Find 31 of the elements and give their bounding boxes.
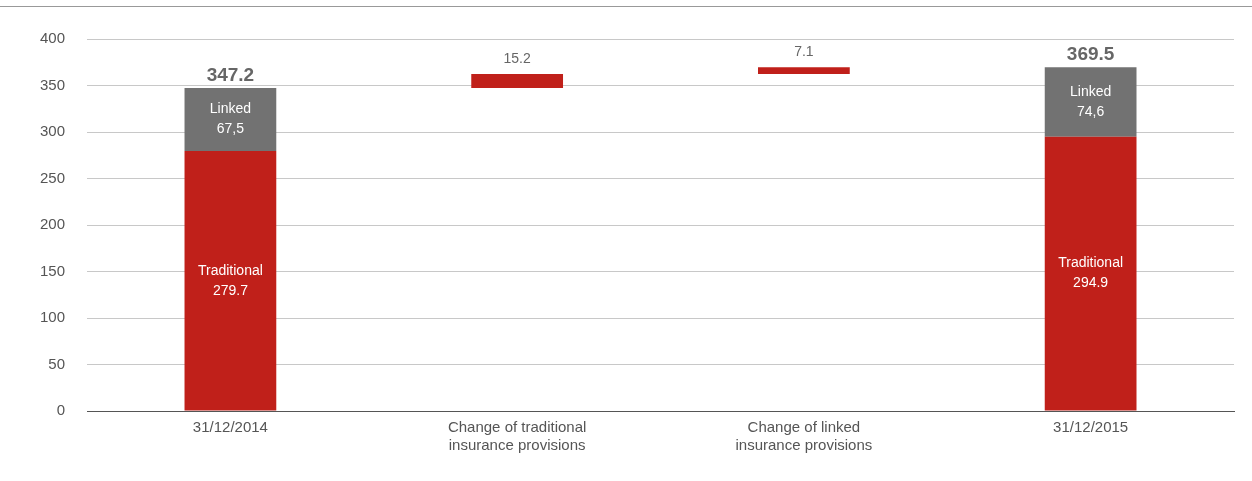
data-label: 15.2 <box>503 49 531 66</box>
y-tick-label: 0 <box>56 401 66 419</box>
bar <box>1044 67 1137 137</box>
x-tick-label: 31/12/2015 <box>1053 418 1129 436</box>
x-tick-label: Change of linked insurance provisions <box>735 418 873 454</box>
y-tick-label: 200 <box>40 215 66 233</box>
text: Traditional <box>1058 254 1124 271</box>
bar <box>1044 136 1137 411</box>
y-tick-label: 250 <box>40 168 66 186</box>
y-tick-label: 150 <box>40 261 66 279</box>
total-label: 369.5 <box>1066 43 1115 65</box>
y-tick-label: 50 <box>48 354 66 372</box>
data-label: 294.9 <box>1073 274 1109 291</box>
bar <box>471 73 564 89</box>
total-label: 347.2 <box>206 63 255 85</box>
data-label: 7.1 <box>794 43 814 60</box>
text: Linked <box>1070 82 1112 99</box>
bar <box>758 67 850 74</box>
y-tick-label: 400 <box>40 29 66 47</box>
series-label: Linked <box>209 100 252 117</box>
y-tick-label: 350 <box>40 75 66 93</box>
data-label: 279.7 <box>212 281 249 298</box>
series-label: Traditional <box>197 261 263 278</box>
data-label: 74,6 <box>1077 102 1105 119</box>
x-tick-label: 31/12/2014 <box>192 418 268 436</box>
x-tick-label: Change of traditional insurance provisions <box>447 418 587 454</box>
data-label: 67,5 <box>216 120 245 137</box>
bar <box>184 88 277 151</box>
y-tick-label: 300 <box>40 122 66 140</box>
bar <box>184 150 277 411</box>
y-tick-label: 100 <box>40 308 66 326</box>
